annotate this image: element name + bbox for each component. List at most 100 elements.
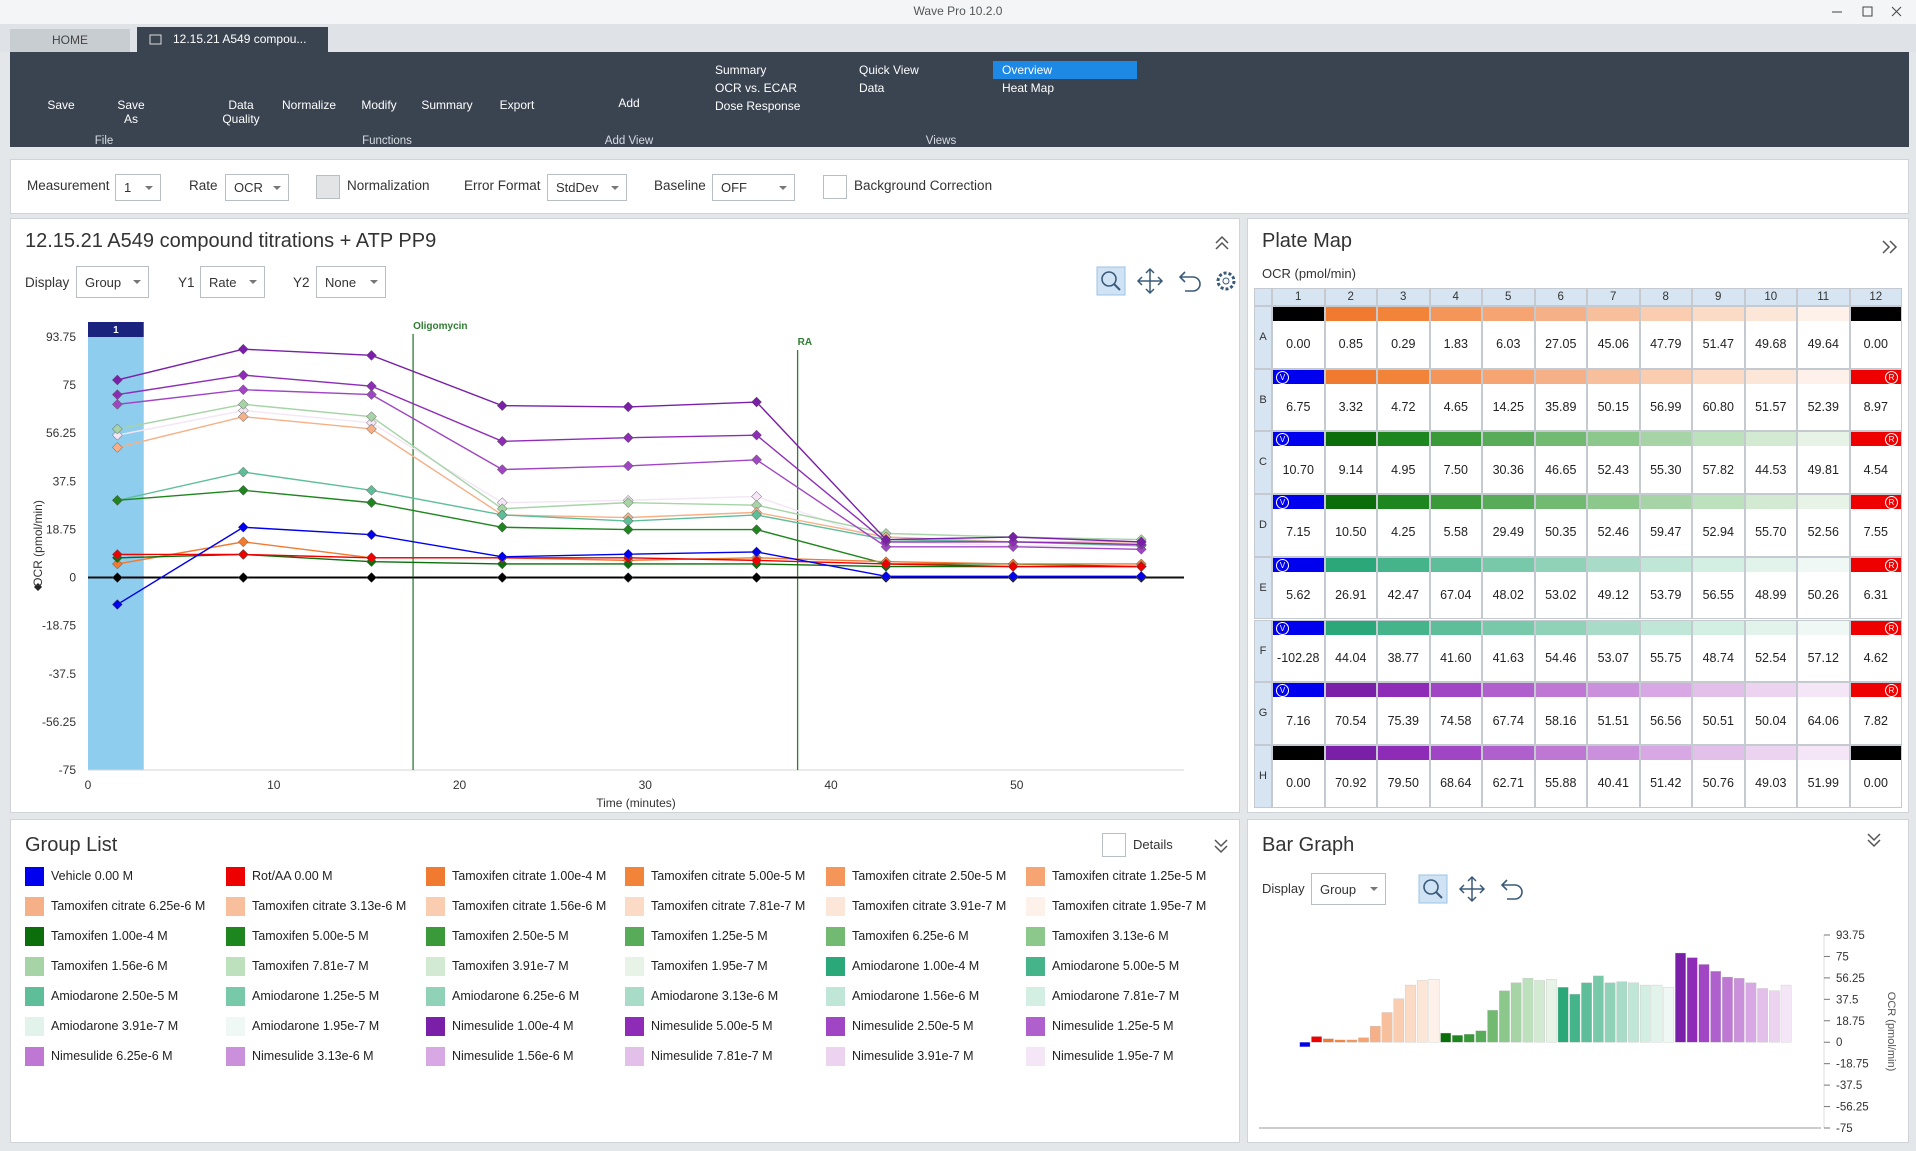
well[interactable]: 1.83 [1429, 306, 1482, 369]
well[interactable]: 49.68 [1744, 306, 1797, 369]
well[interactable]: 60.80 [1692, 368, 1745, 432]
group-name[interactable]: Tamoxifen citrate 3.13e-6 M [252, 899, 407, 913]
group-name[interactable]: Nimesulide 6.25e-6 M [51, 1049, 173, 1063]
dropdown[interactable]: 1 [115, 174, 161, 201]
settings-icon[interactable] [1216, 271, 1236, 291]
group-swatch[interactable] [625, 957, 644, 976]
well[interactable]: 55.70 [1744, 494, 1797, 557]
collapse-icon[interactable] [1215, 235, 1229, 250]
group-swatch[interactable] [826, 987, 845, 1006]
group-swatch[interactable] [826, 897, 845, 916]
collapse-icon[interactable] [1867, 833, 1881, 848]
well[interactable]: 52.43 [1587, 431, 1640, 495]
well[interactable]: 0.00 [1272, 306, 1325, 369]
group-swatch[interactable] [426, 867, 445, 886]
group-swatch[interactable] [426, 1017, 445, 1036]
group-name[interactable]: Tamoxifen citrate 1.25e-5 M [1052, 869, 1207, 883]
tab[interactable]: HOME [10, 29, 130, 52]
dropdown[interactable]: None [316, 266, 386, 298]
well[interactable]: 27.05 [1534, 306, 1587, 369]
window-controls[interactable] [1820, 2, 1910, 22]
well[interactable]: R 4.62 [1849, 619, 1902, 683]
well[interactable]: 41.63 [1482, 619, 1535, 683]
group-name[interactable]: Amiodarone 6.25e-6 M [452, 989, 580, 1003]
well[interactable]: 55.88 [1534, 744, 1587, 808]
group-swatch[interactable] [226, 867, 245, 886]
well[interactable]: 51.51 [1587, 682, 1640, 745]
view-item[interactable]: OCR vs. ECAR [715, 81, 798, 95]
checkbox[interactable] [1102, 833, 1126, 857]
pan-icon[interactable] [1136, 267, 1164, 295]
ribbon-button[interactable]: Save [47, 98, 75, 112]
ribbon-button[interactable]: Export [499, 98, 535, 112]
well[interactable]: 49.64 [1797, 306, 1850, 369]
group-name[interactable]: Amiodarone 3.13e-6 M [651, 989, 779, 1003]
well[interactable]: 38.77 [1377, 619, 1430, 683]
group-name[interactable]: Tamoxifen citrate 6.25e-6 M [51, 899, 206, 913]
well[interactable]: 64.06 [1797, 682, 1850, 745]
well[interactable]: 51.99 [1797, 744, 1850, 808]
dropdown[interactable]: StdDev [547, 174, 627, 201]
group-swatch[interactable] [625, 867, 644, 886]
well[interactable]: 59.47 [1639, 494, 1692, 557]
well[interactable]: 56.56 [1639, 682, 1692, 745]
well[interactable]: 52.46 [1587, 494, 1640, 557]
undo-icon[interactable] [1500, 879, 1523, 900]
ribbon-button[interactable]: Add [618, 96, 640, 110]
well[interactable]: R 4.54 [1849, 431, 1902, 495]
well[interactable]: 44.53 [1744, 431, 1797, 495]
group-name[interactable]: Tamoxifen 1.00e-4 M [51, 929, 168, 943]
group-swatch[interactable] [226, 927, 245, 946]
well[interactable]: 70.54 [1324, 682, 1377, 745]
group-name[interactable]: Tamoxifen citrate 3.91e-7 M [852, 899, 1007, 913]
group-name[interactable]: Rot/AA 0.00 M [252, 869, 333, 883]
well[interactable]: 79.50 [1377, 744, 1430, 808]
well[interactable]: V 7.15 [1272, 494, 1325, 557]
well[interactable]: 3.32 [1324, 368, 1377, 432]
group-swatch[interactable] [1026, 897, 1045, 916]
group-swatch[interactable] [1026, 1047, 1045, 1066]
well[interactable]: 75.39 [1377, 682, 1430, 745]
view-item[interactable]: Data [859, 81, 885, 95]
well[interactable]: 67.04 [1429, 556, 1482, 620]
group-name[interactable]: Tamoxifen 6.25e-6 M [852, 929, 969, 943]
group-name[interactable]: Tamoxifen citrate 1.95e-7 M [1052, 899, 1207, 913]
well[interactable]: 4.95 [1377, 431, 1430, 495]
group-swatch[interactable] [426, 987, 445, 1006]
well[interactable]: 56.55 [1692, 556, 1745, 620]
collapse-icon[interactable] [1211, 836, 1231, 856]
group-name[interactable]: Tamoxifen 3.13e-6 M [1052, 929, 1169, 943]
well[interactable]: 42.47 [1377, 556, 1430, 620]
view-item[interactable]: Heat Map [1002, 81, 1055, 95]
well[interactable]: V 5.62 [1272, 556, 1325, 620]
group-name[interactable]: Amiodarone 1.00e-4 M [852, 959, 980, 973]
well[interactable]: 0.29 [1377, 306, 1430, 369]
group-swatch[interactable] [25, 987, 44, 1006]
well[interactable]: R 8.97 [1849, 368, 1902, 432]
group-name[interactable]: Tamoxifen citrate 5.00e-5 M [651, 869, 806, 883]
group-swatch[interactable] [625, 987, 644, 1006]
well[interactable]: 44.04 [1324, 619, 1377, 683]
group-name[interactable]: Amiodarone 2.50e-5 M [51, 989, 179, 1003]
group-name[interactable]: Nimesulide 2.50e-5 M [852, 1019, 974, 1033]
group-swatch[interactable] [226, 957, 245, 976]
well[interactable]: 14.25 [1482, 368, 1535, 432]
view-item[interactable]: Quick View [859, 63, 919, 77]
group-name[interactable]: Amiodarone 1.56e-6 M [852, 989, 980, 1003]
well[interactable]: 0.00 [1849, 306, 1902, 369]
dropdown[interactable]: OFF [712, 174, 795, 201]
group-swatch[interactable] [226, 897, 245, 916]
tool-active[interactable] [1096, 266, 1126, 296]
well[interactable]: 51.47 [1692, 306, 1745, 369]
well[interactable]: 4.72 [1377, 368, 1430, 432]
well[interactable]: 48.99 [1744, 556, 1797, 620]
well[interactable]: 49.12 [1587, 556, 1640, 620]
checkbox[interactable] [823, 175, 847, 199]
zoom-icon[interactable] [1101, 271, 1117, 287]
well[interactable]: 74.58 [1429, 682, 1482, 745]
well[interactable]: 30.36 [1482, 431, 1535, 495]
tool-active[interactable] [1418, 874, 1448, 904]
undo-icon[interactable] [1178, 271, 1201, 292]
dropdown[interactable]: Rate [200, 266, 265, 298]
ribbon-button[interactable]: Save As [117, 98, 145, 126]
